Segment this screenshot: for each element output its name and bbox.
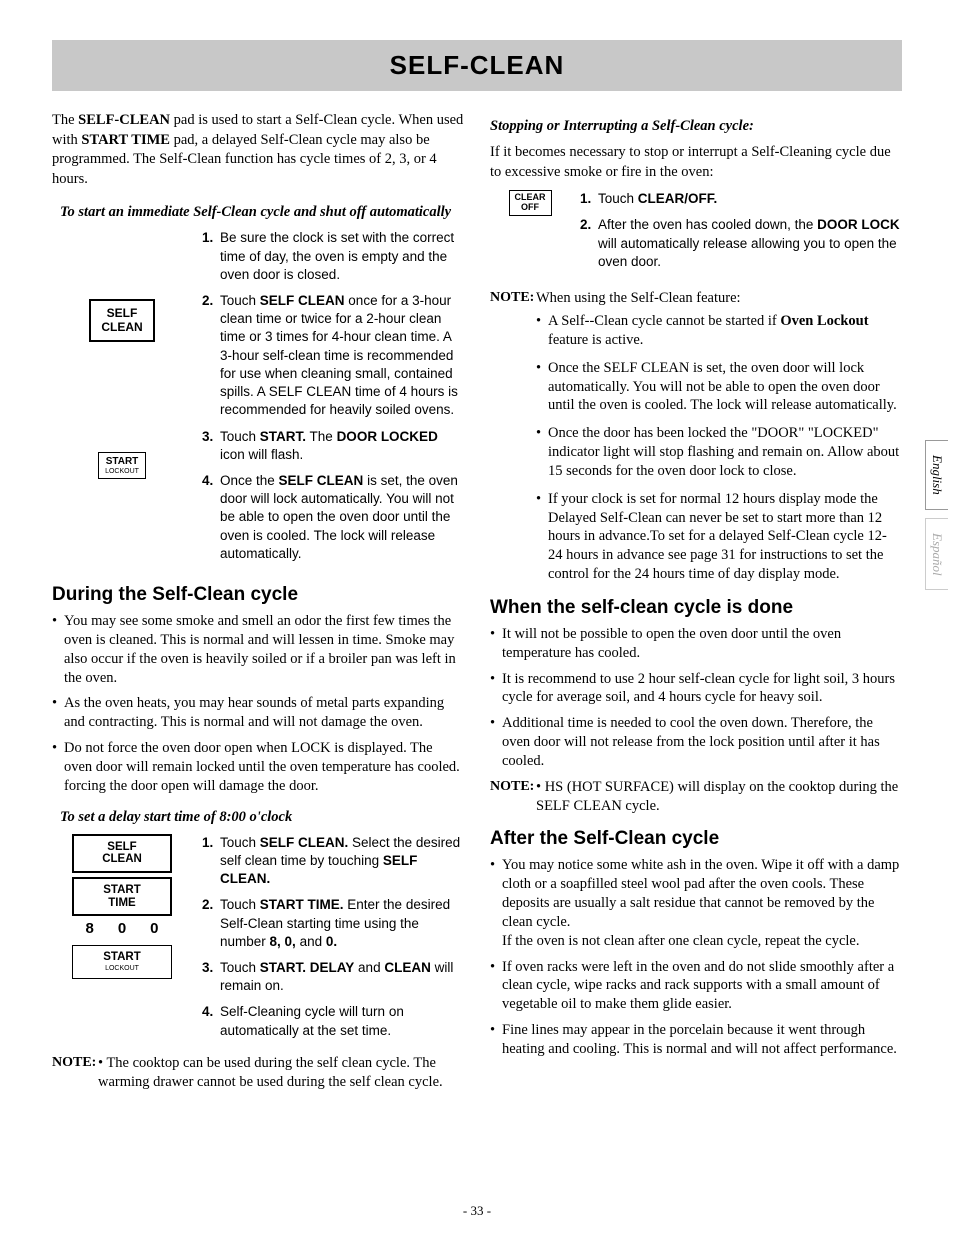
heading-during: During the Self-Clean cycle [52, 585, 464, 606]
bullet-item: Do not force the oven door open when LOC… [52, 739, 464, 796]
step-item: 4.Once the SELF CLEAN is set, the oven d… [202, 472, 464, 563]
digit-0a: 0 [118, 920, 126, 937]
digit-8: 8 [85, 920, 93, 937]
steps-list-2: 1.Touch SELF CLEAN. Select the desired s… [202, 834, 464, 1048]
step-item: 1.Touch CLEAR/OFF. [580, 190, 902, 208]
ol-steps1: 1.Be sure the clock is set with the corr… [202, 229, 464, 563]
note-selfclean-feature: NOTE: When using the Self-Clean feature: [490, 289, 902, 308]
step-item: 4.Self-Cleaning cycle will turn on autom… [202, 1003, 464, 1039]
digit-0b: 0 [150, 920, 158, 937]
done-bullets: It will not be possible to open the oven… [490, 625, 902, 771]
bullet-item: Fine lines may appear in the porcelain b… [490, 1021, 902, 1059]
digit-row: 8 0 0 [85, 920, 158, 937]
step-item: 1.Touch SELF CLEAN. Select the desired s… [202, 834, 464, 889]
during-bullets: You may see some smoke and smell an odor… [52, 612, 464, 796]
ol-steps-stop: 1.Touch CLEAR/OFF. 2.After the oven has c… [580, 190, 902, 271]
title-bar: SELF-CLEAN [52, 40, 902, 91]
page-title: SELF-CLEAN [52, 50, 902, 81]
bullet-item: You may notice some white ash in the ove… [490, 856, 902, 950]
self-clean-pad-icon: SELFCLEAN [89, 299, 154, 341]
start-sub-label-2: LOCKOUT [77, 965, 167, 973]
page-number: - 33 - [0, 1203, 954, 1219]
note-label-3: NOTE: [490, 778, 536, 816]
icon-col-immediate: SELFCLEAN START LOCKOUT [52, 229, 192, 571]
icon-col-clearoff: CLEAROFF [490, 190, 570, 279]
note-bullets: A Self--Clean cycle cannot be started if… [536, 312, 902, 584]
step-item: 1.Be sure the clock is set with the corr… [202, 229, 464, 284]
step-item: 3.Touch START. The DOOR LOCKED icon will… [202, 428, 464, 464]
bullet-item: It is recommend to use 2 hour self-clean… [490, 670, 902, 708]
self-clean-pad-icon-2: SELFCLEAN [72, 834, 172, 873]
content-columns: The SELF-CLEAN pad is used to start a Se… [52, 111, 902, 1098]
start-time-pad-icon: STARTTIME [72, 877, 172, 916]
bullet-item: Additional time is needed to cool the ov… [490, 714, 902, 771]
subhead-stopping: Stopping or Interrupting a Self-Clean cy… [490, 117, 902, 135]
subhead-delay: To set a delay start time of 8:00 o'cloc… [60, 808, 464, 826]
start-pad-wrap: START LOCKOUT [98, 452, 146, 480]
bullet-item: As the oven heats, you may hear sounds o… [52, 694, 464, 732]
note-body-3: • HS (HOT SURFACE) will display on the c… [536, 778, 902, 816]
intro-text: The SELF-CLEAN pad is used to start a Se… [52, 111, 464, 189]
steps-list-1: 1.Be sure the clock is set with the corr… [202, 229, 464, 571]
after-bullets: You may notice some white ash in the ove… [490, 856, 902, 1058]
bullet-item: If oven racks were left in the oven and … [490, 958, 902, 1015]
start-pad-wrap-2: START LOCKOUT [72, 945, 172, 978]
start-label: START [106, 456, 139, 467]
step-item: 2.Touch START TIME. Enter the desired Se… [202, 896, 464, 951]
start-pad-icon-2: START LOCKOUT [72, 945, 172, 978]
steps-delay: SELFCLEAN STARTTIME 8 0 0 START LOCKOUT … [52, 834, 464, 1048]
bullet-item: A Self--Clean cycle cannot be started if… [536, 312, 902, 350]
start-sub-label: LOCKOUT [105, 468, 139, 476]
note-cooktop: NOTE: • The cooktop can be used during t… [52, 1054, 464, 1092]
start-pad-icon: START LOCKOUT [98, 452, 146, 480]
language-tabs: English Español [925, 440, 948, 590]
stopping-steps: CLEAROFF 1.Touch CLEAR/OFF. 2.After the o… [490, 190, 902, 279]
bullet-item: If your clock is set for normal 12 hours… [536, 490, 902, 584]
lang-tab-espanol[interactable]: Español [925, 518, 948, 591]
steps-immediate: SELFCLEAN START LOCKOUT 1.Be sure the cl… [52, 229, 464, 571]
step-item: 2.Touch SELF CLEAN once for a 3-hour cle… [202, 292, 464, 420]
note-label-1: NOTE: [52, 1054, 98, 1092]
step-item: 3.Touch START. DELAY and CLEAN will rema… [202, 959, 464, 995]
step-item: 2.After the oven has cooled down, the DO… [580, 216, 902, 271]
right-column: Stopping or Interrupting a Self-Clean cy… [490, 111, 902, 1098]
heading-after: After the Self-Clean cycle [490, 829, 902, 850]
stopping-intro: If it becomes necessary to stop or inter… [490, 143, 902, 182]
bullet-item: You may see some smoke and smell an odor… [52, 612, 464, 687]
note-hs: NOTE: • HS (HOT SURFACE) will display on… [490, 778, 902, 816]
lang-tab-english[interactable]: English [925, 440, 948, 510]
steps-list-stop: 1.Touch CLEAR/OFF. 2.After the oven has c… [580, 190, 902, 279]
left-column: The SELF-CLEAN pad is used to start a Se… [52, 111, 464, 1098]
start-label-2: START [103, 951, 140, 963]
clear-off-pad-icon: CLEAROFF [509, 190, 552, 216]
bullet-item: Once the SELF CLEAN is set, the oven doo… [536, 359, 902, 416]
subhead-immediate: To start an immediate Self-Clean cycle a… [60, 203, 464, 221]
note-label-2: NOTE: [490, 289, 536, 308]
note-intro-2: When using the Self-Clean feature: [536, 289, 902, 308]
bullet-item: Once the door has been locked the "DOOR"… [536, 424, 902, 481]
bullet-item: It will not be possible to open the oven… [490, 625, 902, 663]
ol-steps2: 1.Touch SELF CLEAN. Select the desired s… [202, 834, 464, 1040]
icon-col-delay: SELFCLEAN STARTTIME 8 0 0 START LOCKOUT [52, 834, 192, 1048]
note-body-1: • The cooktop can be used during the sel… [98, 1054, 464, 1092]
heading-done: When the self-clean cycle is done [490, 598, 902, 619]
